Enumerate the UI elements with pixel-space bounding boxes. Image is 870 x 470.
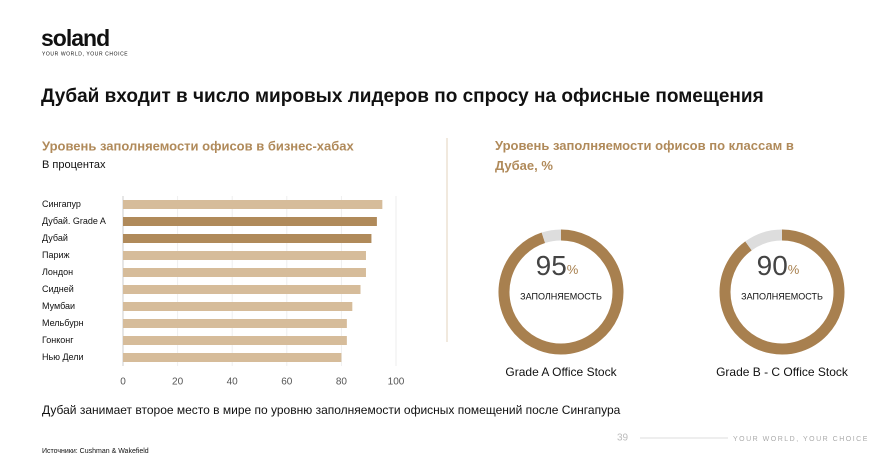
- bar: [123, 268, 366, 277]
- donut-segment: [498, 229, 624, 355]
- page-number: 39: [617, 433, 629, 444]
- donut-segment: [719, 229, 845, 355]
- donut-number: 90: [757, 250, 788, 281]
- footnote: Дубай занимает второе место в мире по ур…: [42, 403, 621, 417]
- y-tick-label: Гонконг: [42, 335, 74, 345]
- donut-value: 95%: [536, 250, 579, 281]
- donut-label: ЗАПОЛНЯЕМОСТЬ: [741, 291, 823, 301]
- donut-caption: Grade A Office Stock: [505, 365, 617, 379]
- bar-subtitle: В процентах: [42, 159, 106, 171]
- source: Источники: Cushman & Wakefield: [42, 448, 149, 455]
- y-tick-label: Лондон: [42, 267, 73, 277]
- bar: [123, 200, 383, 209]
- donut-value: 90%: [757, 250, 800, 281]
- donut-number: 95: [536, 250, 567, 281]
- y-tick-label: Мельбурн: [42, 318, 84, 328]
- y-tick-label: Париж: [42, 250, 70, 260]
- x-tick-label: 100: [388, 377, 405, 388]
- donut-label: ЗАПОЛНЯЕМОСТЬ: [520, 291, 602, 301]
- y-tick-label: Сингапур: [42, 199, 81, 209]
- x-tick-label: 20: [172, 377, 184, 388]
- x-tick-label: 0: [120, 377, 126, 388]
- x-tick-label: 80: [336, 377, 348, 388]
- y-tick-label: Мумбаи: [42, 301, 75, 311]
- donut-unit: %: [567, 262, 579, 277]
- slide-title: Дубай входит в число мировых лидеров по …: [41, 86, 764, 107]
- donut-segment: [745, 229, 783, 251]
- bar: [123, 302, 353, 311]
- y-tick-label: Нью Дели: [42, 352, 84, 362]
- bar: [123, 234, 372, 243]
- donut-unit: %: [788, 262, 800, 277]
- bar-title: Уровень заполняемости офисов в бизнес-ха…: [42, 138, 354, 153]
- x-tick-label: 40: [227, 377, 239, 388]
- donut-title: Уровень заполняемости офисов по классам …: [495, 138, 794, 173]
- logo-tagline: YOUR WORLD, YOUR CHOICE: [42, 51, 128, 57]
- logo: soland: [41, 25, 109, 51]
- bar: [123, 285, 361, 294]
- donut-caption: Grade B - C Office Stock: [716, 365, 849, 379]
- y-tick-label: Сидней: [42, 284, 74, 294]
- x-tick-label: 60: [281, 377, 293, 388]
- donut-segment: [541, 229, 562, 244]
- y-tick-label: Дубай. Grade A: [42, 216, 106, 226]
- bar: [123, 353, 342, 362]
- bar: [123, 319, 347, 328]
- y-tick-label: Дубай: [42, 233, 68, 243]
- bar: [123, 336, 347, 345]
- bar: [123, 217, 377, 226]
- bar: [123, 251, 366, 260]
- footer-tagline: YOUR WORLD, YOUR CHOICE: [733, 436, 869, 443]
